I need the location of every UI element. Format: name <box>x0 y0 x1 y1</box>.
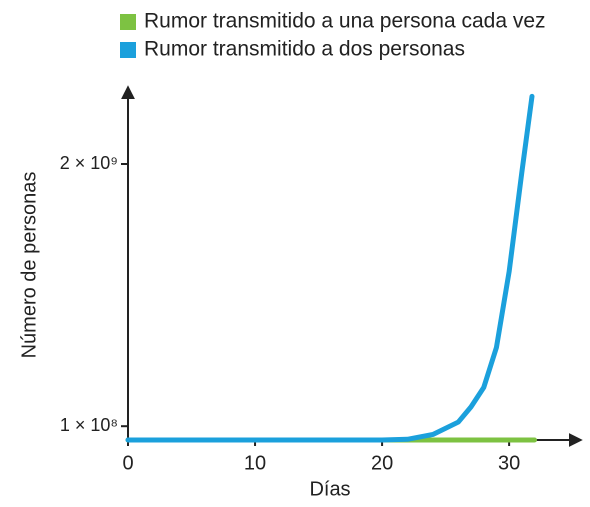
y-axis-label: Número de personas <box>18 172 40 359</box>
line-series <box>125 93 535 443</box>
legend-swatch <box>120 14 136 30</box>
x-tick-label: 20 <box>371 452 393 474</box>
y-tick-label: 1 × 10⁸ <box>60 415 118 435</box>
legend-swatch <box>120 42 136 58</box>
x-tick-label: 10 <box>244 452 266 474</box>
legend-label: Rumor transmitido a una persona cada vez <box>144 10 546 33</box>
x-tick-label: 0 <box>122 452 133 474</box>
x-axis-label: Días <box>309 478 350 500</box>
legend-label: Rumor transmitido a dos personas <box>144 38 465 61</box>
x-tick-label: 30 <box>498 452 520 474</box>
y-tick-label: 2 × 10⁹ <box>60 153 118 173</box>
